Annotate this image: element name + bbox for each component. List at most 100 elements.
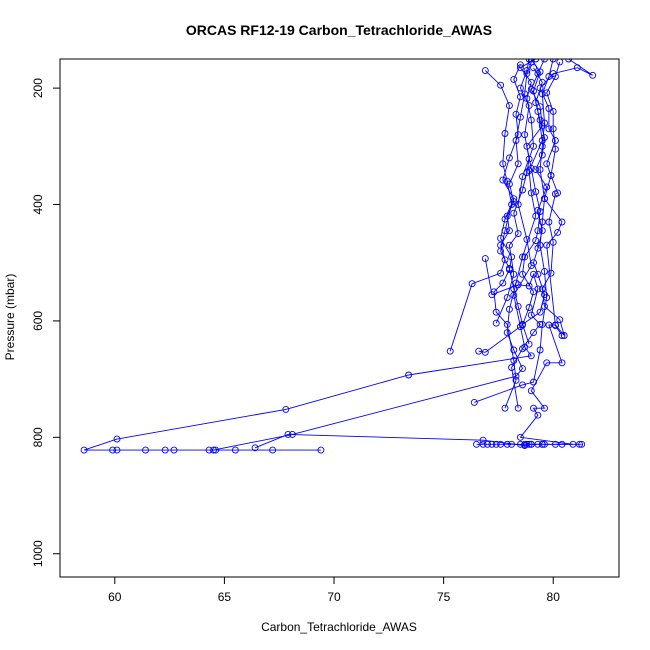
data-point <box>516 433 524 441</box>
data-point <box>405 371 413 379</box>
data-point <box>510 209 518 217</box>
data-point <box>514 230 522 238</box>
data-point <box>541 440 548 448</box>
data-point <box>516 440 524 448</box>
data-point <box>519 365 526 373</box>
plot-frame <box>59 58 620 578</box>
data-point <box>479 440 487 448</box>
data-point <box>519 320 526 328</box>
data-point <box>538 90 546 98</box>
plot-area <box>80 59 597 454</box>
data-point <box>558 332 566 339</box>
data-point <box>538 440 546 448</box>
data-point <box>501 404 509 412</box>
data-point <box>556 316 564 324</box>
data-point <box>514 281 522 289</box>
data-point <box>499 176 507 184</box>
data-point <box>541 195 548 203</box>
y-axis: 200 400 600 800 1000 <box>31 78 60 567</box>
data-point <box>525 155 533 163</box>
data-point <box>576 440 583 448</box>
series-line <box>522 67 548 325</box>
data-point <box>536 84 544 92</box>
data-point <box>503 294 511 302</box>
data-point <box>512 137 520 144</box>
series-13 <box>519 64 551 328</box>
data-point <box>503 440 511 448</box>
data-point <box>508 364 516 371</box>
data-point <box>534 70 542 78</box>
data-point <box>523 169 531 176</box>
data-point <box>545 218 553 226</box>
data-point <box>113 446 121 454</box>
data-point <box>497 269 505 277</box>
x-tick-label: 65 <box>218 590 232 604</box>
data-point <box>514 131 522 139</box>
data-point <box>508 201 516 208</box>
data-point <box>534 411 542 419</box>
data-point <box>510 346 518 354</box>
data-point <box>541 59 548 63</box>
data-point <box>527 440 535 448</box>
data-point <box>530 270 537 278</box>
series-layer <box>80 59 597 454</box>
data-point <box>523 440 531 448</box>
series-1 <box>80 59 540 454</box>
series-line <box>539 59 593 336</box>
series-line <box>484 70 530 345</box>
series-12 <box>481 67 533 348</box>
data-point <box>519 186 526 194</box>
series-line <box>493 64 521 409</box>
data-point <box>508 440 516 448</box>
series-3 <box>210 59 546 454</box>
data-point <box>499 160 507 168</box>
series-2 <box>251 430 586 452</box>
data-point <box>532 237 540 245</box>
data-point <box>481 255 489 263</box>
data-point <box>492 308 500 316</box>
data-point <box>514 160 522 168</box>
data-point <box>525 282 533 290</box>
data-point <box>519 253 526 261</box>
data-point <box>505 305 513 313</box>
data-point <box>282 405 290 413</box>
x-tick-label: 70 <box>327 590 341 604</box>
y-axis-label: Pressure (mbar) <box>3 274 17 361</box>
y-tick-label: 400 <box>31 194 45 214</box>
data-point <box>505 265 513 272</box>
data-point <box>547 269 555 277</box>
data-point <box>558 359 566 367</box>
data-point <box>554 189 562 197</box>
data-point <box>503 320 511 328</box>
x-axis-label: Carbon_Tetrachloride_AWAS <box>261 620 417 634</box>
data-point <box>545 321 553 329</box>
data-point <box>519 270 526 278</box>
data-point <box>538 142 546 150</box>
data-point <box>492 440 500 448</box>
data-point <box>541 404 548 412</box>
data-point <box>536 320 544 328</box>
data-point <box>288 430 296 438</box>
data-point <box>541 291 548 299</box>
data-point <box>521 131 529 139</box>
data-point <box>519 345 526 353</box>
data-point <box>530 64 537 72</box>
data-point <box>481 348 489 356</box>
data-point <box>589 71 597 79</box>
data-point <box>488 440 496 448</box>
data-point <box>549 59 557 63</box>
data-point <box>530 259 537 267</box>
data-point <box>484 440 491 448</box>
y-tick-label: 600 <box>31 311 45 331</box>
data-point <box>497 81 505 89</box>
series-5 <box>446 59 535 355</box>
data-point <box>109 446 117 454</box>
data-point <box>503 177 511 185</box>
data-point <box>527 85 535 93</box>
data-point <box>549 125 557 133</box>
data-point <box>538 285 546 293</box>
data-point <box>534 227 542 235</box>
data-point <box>505 241 513 249</box>
data-point <box>501 256 509 264</box>
data-point <box>530 142 537 150</box>
